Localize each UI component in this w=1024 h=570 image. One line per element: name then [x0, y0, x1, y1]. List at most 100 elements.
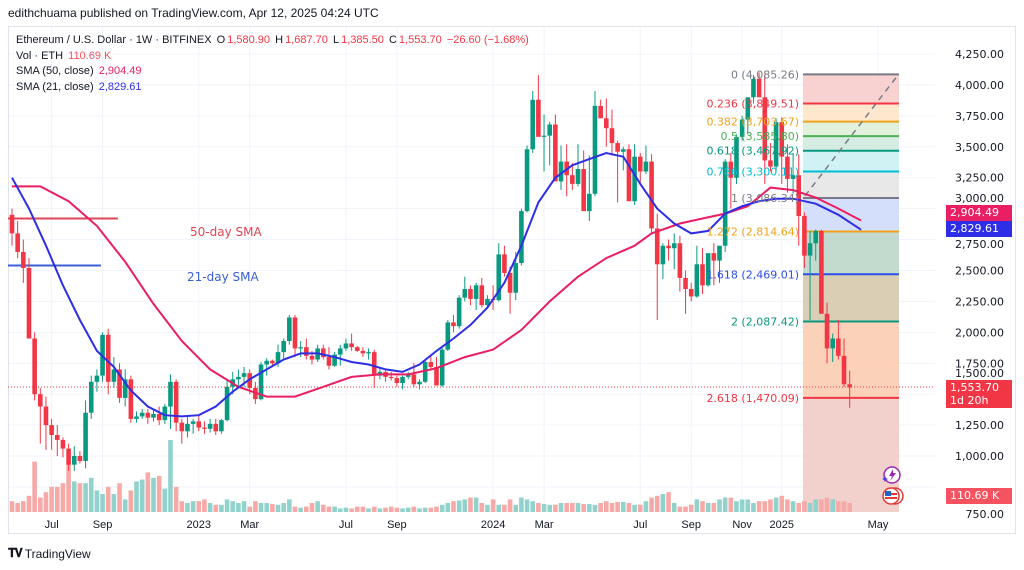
volume-bar [637, 504, 643, 512]
fib-level-label: 0.236 (3,849.51) [706, 98, 799, 111]
candle [128, 375, 134, 423]
candle [711, 243, 717, 286]
candle-body [496, 254, 502, 301]
candle [541, 114, 547, 172]
volume-bar [479, 503, 485, 512]
time-tick-label: Mar [535, 519, 554, 531]
candle-body [745, 97, 751, 120]
candle-body [71, 456, 77, 465]
candle-body [185, 423, 190, 432]
lightning-icon[interactable] [882, 466, 901, 484]
candle [332, 352, 337, 367]
candle-body [462, 289, 468, 298]
candle-body [190, 421, 196, 424]
legend-ohlc-row: Ethereum / U.S. Dollar · 1W · BITFINEX O… [16, 33, 531, 49]
candle [66, 443, 71, 471]
candle [479, 277, 485, 308]
volume-bar [807, 503, 813, 512]
candle [304, 338, 309, 360]
candle-body [502, 254, 507, 273]
candle [151, 410, 156, 422]
volume-bar [768, 499, 773, 512]
candle-body [536, 99, 541, 137]
candle [819, 229, 824, 314]
volume-bar [207, 503, 213, 512]
candle [677, 235, 683, 292]
legend-sma50-row[interactable]: SMA (50, close) 2,904.49 [16, 64, 531, 80]
fib-zone [803, 136, 899, 151]
candle-body [236, 376, 241, 380]
volume-bar [513, 504, 519, 512]
candle [790, 152, 796, 194]
volume-bar [496, 504, 502, 512]
price-axis: 750.00 1,000.00 1,250.00 1,500.001,750.00 2,… [955, 48, 1004, 521]
candle [117, 363, 122, 403]
candle-body [524, 149, 530, 212]
time-tick-label: Jul [633, 519, 647, 531]
price-tick-label: 4,000.00 [955, 79, 1004, 92]
volume-bar [66, 461, 71, 512]
volume-bar [15, 503, 20, 512]
sma-lines [11, 151, 862, 418]
volume-bar [643, 501, 649, 512]
candle [388, 371, 394, 381]
fibonacci-labels: 0 (4,085.26) 0.236 (3,849.51) 0.382 (3,703… [706, 68, 799, 404]
candle-body [768, 160, 773, 167]
volume-bar [145, 472, 151, 512]
tradingview-logo[interactable]: 𝐓𝐕 TradingView [8, 546, 91, 561]
chart-legend: Ethereum / U.S. Dollar · 1W · BITFINEX O… [16, 33, 531, 95]
volume-bar [473, 497, 479, 512]
bar-countdown: 1d 20h [950, 394, 989, 407]
volume-bar [134, 481, 139, 512]
candle-body [456, 297, 462, 327]
candle-body [756, 78, 762, 98]
candle-body [620, 149, 626, 152]
legend-sma21-row[interactable]: SMA (21, close) 2,829.61 [16, 80, 531, 96]
candle [722, 159, 728, 252]
volume-bar [32, 461, 37, 512]
candle [643, 145, 649, 174]
price-tick-label: 1,000.00 [955, 450, 1004, 463]
grid [9, 27, 935, 512]
volume-bar [270, 504, 275, 512]
volume-bar [705, 503, 711, 512]
legend-volume-row[interactable]: Vol · ETH 110.69 K [16, 49, 531, 65]
volume-bar [168, 440, 173, 512]
candle [360, 347, 366, 358]
candle [728, 152, 734, 209]
fib-level-label: 2 (2,087.42) [731, 316, 799, 329]
volume-bar [94, 490, 100, 512]
change-value: −26.60 (−1.68%) [446, 34, 529, 46]
price-tick-label: 1,250.00 [955, 419, 1004, 432]
volume-bar [541, 504, 547, 512]
candle-body [275, 352, 281, 364]
candle-body [304, 347, 309, 356]
volume-bar [745, 499, 751, 512]
volume-bar [502, 504, 507, 512]
volume-bar [321, 504, 326, 512]
volume-bar [202, 499, 207, 512]
candle-body [66, 448, 71, 465]
candle-body [371, 352, 377, 376]
symbol-name[interactable]: Ethereum / U.S. Dollar · 1W · BITFINEX [16, 34, 212, 46]
volume-bar [411, 506, 417, 512]
tradingview-logo-icon: 𝐓𝐕 [8, 546, 23, 560]
time-tick-label: Nov [732, 519, 752, 531]
candle-body [637, 156, 643, 172]
candle [371, 349, 377, 388]
candle-body [836, 338, 841, 356]
candle-body [60, 439, 66, 449]
time-tick-label: Jul [339, 519, 353, 531]
us-flag-event-icon[interactable] [882, 487, 904, 505]
candle-body [332, 354, 337, 366]
candle-body [666, 245, 671, 249]
candle-body [298, 347, 303, 349]
fib-level-label: 0.786 (3,300.11) [706, 166, 799, 179]
candle-body [179, 422, 185, 432]
candle [173, 379, 179, 432]
volume-bar [819, 499, 824, 512]
time-tick-label: Mar [240, 519, 259, 531]
volume-bar [570, 503, 575, 512]
candle [71, 446, 77, 471]
